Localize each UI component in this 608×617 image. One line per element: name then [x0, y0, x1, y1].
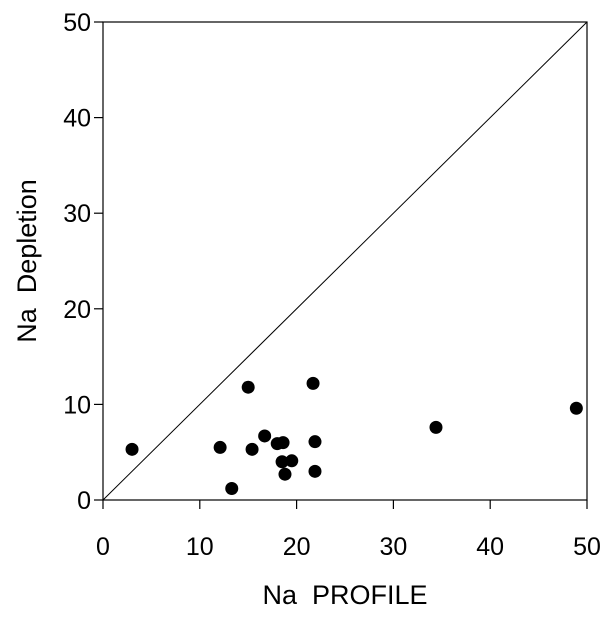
data-point: [429, 420, 443, 434]
y-tick-label: 20: [63, 296, 91, 324]
data-point: [275, 455, 289, 469]
x-tick-label: 10: [186, 533, 214, 561]
x-tick-label: 50: [573, 533, 601, 561]
data-point: [308, 464, 322, 478]
data-point: [213, 440, 227, 454]
data-point: [245, 442, 259, 456]
data-point: [285, 454, 299, 468]
x-axis-ticks: [102, 500, 588, 509]
x-tick-label: 0: [96, 533, 110, 561]
x-axis-title: Na PROFILE: [262, 580, 427, 610]
y-tick-label: 0: [77, 487, 91, 515]
y-tick-label: 40: [63, 105, 91, 133]
data-point: [125, 442, 139, 456]
identity-line: [102, 21, 588, 501]
x-axis-tick-labels: 0 10 20 30 40 50: [96, 533, 601, 561]
data-points: [125, 376, 583, 496]
data-point: [569, 401, 583, 415]
data-point: [276, 436, 290, 450]
x-tick-label: 20: [283, 533, 311, 561]
data-point: [306, 376, 320, 390]
x-tick-label: 40: [476, 533, 504, 561]
data-point: [278, 467, 292, 481]
y-tick-label: 50: [63, 9, 91, 37]
data-point: [308, 435, 322, 449]
data-point: [258, 429, 272, 443]
y-axis-ticks: [94, 21, 103, 501]
x-tick-label: 30: [379, 533, 407, 561]
y-tick-label: 10: [63, 391, 91, 419]
data-point: [225, 482, 239, 496]
plot-area: [102, 21, 588, 501]
y-tick-label: 30: [63, 200, 91, 228]
y-axis-tick-labels: 0 10 20 30 40 50: [63, 9, 91, 515]
data-point: [241, 380, 255, 394]
y-axis-title: Na Depletion: [12, 179, 42, 343]
